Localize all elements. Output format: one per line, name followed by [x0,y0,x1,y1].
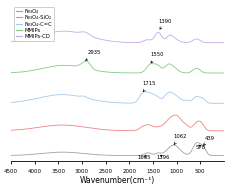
Text: 1062: 1062 [173,134,186,144]
X-axis label: Wavenumber(cm⁻¹): Wavenumber(cm⁻¹) [79,176,154,185]
Text: 578: 578 [195,145,205,150]
Text: 1605: 1605 [137,155,151,160]
Text: 1715: 1715 [142,81,155,92]
Text: 439: 439 [202,136,214,146]
Text: 1550: 1550 [149,52,163,63]
Legend: Fe₃O₄, Fe₃O₄-SiO₂, Fe₃O₄-C=C, MMIPs, MMIPs-CD: Fe₃O₄, Fe₃O₄-SiO₂, Fe₃O₄-C=C, MMIPs, MMI… [14,7,54,41]
Text: 2935: 2935 [85,50,100,61]
Text: 1390: 1390 [157,19,171,29]
Text: 1396: 1396 [156,155,169,160]
